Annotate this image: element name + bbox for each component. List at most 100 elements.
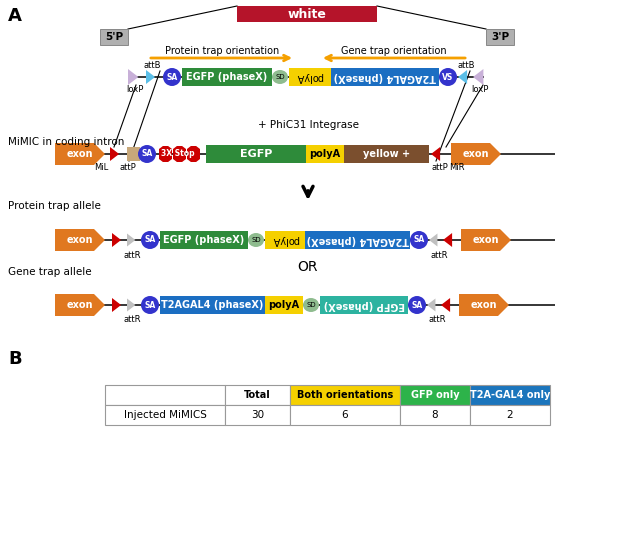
Text: SD: SD xyxy=(251,237,261,243)
Bar xyxy=(225,385,290,405)
Bar xyxy=(470,405,550,425)
Text: 5'P: 5'P xyxy=(105,32,123,42)
Text: loxP: loxP xyxy=(126,84,143,93)
Text: exon: exon xyxy=(471,300,497,310)
Polygon shape xyxy=(127,234,136,246)
Bar xyxy=(400,405,470,425)
Text: attP: attP xyxy=(431,163,448,171)
Text: T2A-GAL4 only: T2A-GAL4 only xyxy=(470,390,550,400)
Bar xyxy=(206,145,306,163)
Polygon shape xyxy=(128,69,138,85)
Polygon shape xyxy=(427,299,436,311)
Polygon shape xyxy=(429,234,437,246)
Bar xyxy=(305,231,410,249)
Text: 30: 30 xyxy=(251,410,264,420)
Bar xyxy=(105,385,225,405)
Text: exon: exon xyxy=(67,300,93,310)
Text: VS: VS xyxy=(442,73,453,82)
Bar xyxy=(320,296,408,314)
Text: attR: attR xyxy=(428,315,445,325)
Text: A: A xyxy=(8,7,22,25)
Polygon shape xyxy=(159,146,172,162)
Polygon shape xyxy=(55,229,105,251)
Bar xyxy=(265,296,303,314)
Text: 2: 2 xyxy=(507,410,513,420)
Polygon shape xyxy=(55,294,105,316)
Text: T2AGAL4 (phaseX): T2AGAL4 (phaseX) xyxy=(161,300,263,310)
Text: T2AGAL4 (phaseX): T2AGAL4 (phaseX) xyxy=(334,72,436,82)
Text: MiL: MiL xyxy=(94,163,108,171)
Text: exon: exon xyxy=(67,235,93,245)
Text: attB: attB xyxy=(457,60,474,69)
Text: MiR: MiR xyxy=(449,163,465,171)
Text: exon: exon xyxy=(67,149,93,159)
Text: OR: OR xyxy=(298,260,318,274)
Text: attR: attR xyxy=(430,250,448,260)
Text: SA: SA xyxy=(412,300,423,310)
Text: Protein trap allele: Protein trap allele xyxy=(8,201,101,211)
Polygon shape xyxy=(112,233,121,247)
Polygon shape xyxy=(112,298,121,312)
Text: Protein trap orientation: Protein trap orientation xyxy=(165,46,279,56)
Ellipse shape xyxy=(303,298,319,312)
Text: Gene trap allele: Gene trap allele xyxy=(8,267,92,277)
Text: B: B xyxy=(8,350,22,368)
Ellipse shape xyxy=(272,70,288,84)
Polygon shape xyxy=(451,143,501,165)
Bar xyxy=(400,385,470,405)
Text: white: white xyxy=(288,8,326,21)
Ellipse shape xyxy=(141,296,159,314)
Text: SD: SD xyxy=(275,74,285,80)
Bar xyxy=(344,145,429,163)
Bar xyxy=(225,405,290,425)
Text: EGFP: EGFP xyxy=(240,149,272,159)
Bar xyxy=(331,68,439,86)
Bar xyxy=(290,385,400,405)
Ellipse shape xyxy=(439,68,457,86)
Text: 3X Stop: 3X Stop xyxy=(161,149,195,159)
Polygon shape xyxy=(110,147,119,161)
Text: MiMIC in coding intron: MiMIC in coding intron xyxy=(8,137,125,147)
Text: 3'P: 3'P xyxy=(491,32,509,42)
Text: 8: 8 xyxy=(432,410,438,420)
Text: EGFP (phaseX): EGFP (phaseX) xyxy=(323,300,405,310)
Text: SA: SA xyxy=(413,235,424,245)
Text: SA: SA xyxy=(141,149,152,159)
Text: polyA: polyA xyxy=(268,300,300,310)
Polygon shape xyxy=(431,147,440,161)
Text: SA: SA xyxy=(144,235,155,245)
Text: Injected MiMICS: Injected MiMICS xyxy=(123,410,207,420)
Polygon shape xyxy=(146,70,155,84)
Text: SA: SA xyxy=(144,300,155,310)
Bar xyxy=(182,68,272,86)
Bar xyxy=(127,147,140,161)
Polygon shape xyxy=(443,233,452,247)
Ellipse shape xyxy=(248,233,264,247)
Polygon shape xyxy=(461,229,511,251)
Text: Total: Total xyxy=(244,390,271,400)
Text: polyA: polyA xyxy=(271,235,299,245)
Bar xyxy=(100,29,128,45)
Bar xyxy=(470,385,550,405)
Bar xyxy=(290,405,400,425)
Text: 6: 6 xyxy=(342,410,349,420)
Bar xyxy=(486,29,514,45)
Bar xyxy=(237,6,377,22)
Bar xyxy=(306,145,344,163)
Text: attR: attR xyxy=(123,315,141,325)
Polygon shape xyxy=(127,299,136,311)
Text: loxP: loxP xyxy=(471,84,489,93)
Text: polyA: polyA xyxy=(310,149,341,159)
Text: T2AGAL4 (phaseX): T2AGAL4 (phaseX) xyxy=(306,235,408,245)
Bar xyxy=(160,296,265,314)
Text: exon: exon xyxy=(463,149,489,159)
Polygon shape xyxy=(458,70,467,84)
Bar xyxy=(160,231,248,249)
Text: EGFP (phaseX): EGFP (phaseX) xyxy=(164,235,244,245)
Text: polyA: polyA xyxy=(296,72,324,82)
Text: exon: exon xyxy=(473,235,499,245)
Ellipse shape xyxy=(141,231,159,249)
Text: Gene trap orientation: Gene trap orientation xyxy=(341,46,447,56)
Polygon shape xyxy=(187,146,200,162)
Text: attB: attB xyxy=(143,60,161,69)
